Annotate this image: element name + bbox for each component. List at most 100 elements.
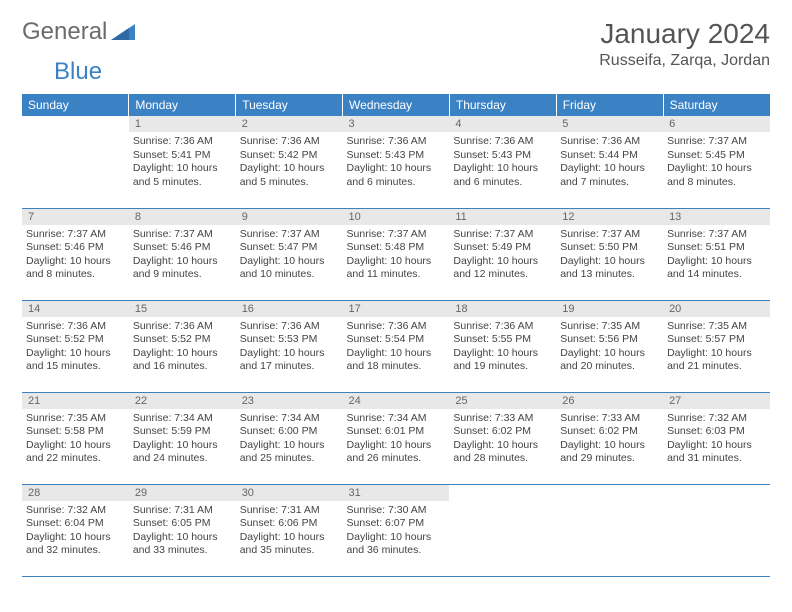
calendar-day-cell: 5Sunrise: 7:36 AMSunset: 5:44 PMDaylight… — [556, 116, 663, 208]
day-content: Sunrise: 7:37 AMSunset: 5:46 PMDaylight:… — [129, 225, 236, 286]
day-number: 26 — [556, 393, 663, 409]
calendar-day-cell: 16Sunrise: 7:36 AMSunset: 5:53 PMDayligh… — [236, 300, 343, 392]
weekday-header: Sunday — [22, 94, 129, 116]
calendar-week-row: 14Sunrise: 7:36 AMSunset: 5:52 PMDayligh… — [22, 300, 770, 392]
day-number: 5 — [556, 116, 663, 132]
calendar-day-cell: 20Sunrise: 7:35 AMSunset: 5:57 PMDayligh… — [663, 300, 770, 392]
month-title: January 2024 — [599, 18, 770, 50]
day-number: 19 — [556, 301, 663, 317]
day-content: Sunrise: 7:36 AMSunset: 5:54 PMDaylight:… — [343, 317, 450, 378]
logo-triangle-icon — [111, 22, 137, 42]
day-number: 14 — [22, 301, 129, 317]
calendar-day-cell: 22Sunrise: 7:34 AMSunset: 5:59 PMDayligh… — [129, 392, 236, 484]
calendar-day-cell — [556, 484, 663, 576]
calendar-day-cell: 13Sunrise: 7:37 AMSunset: 5:51 PMDayligh… — [663, 208, 770, 300]
day-number: 15 — [129, 301, 236, 317]
day-content: Sunrise: 7:33 AMSunset: 6:02 PMDaylight:… — [556, 409, 663, 470]
calendar-day-cell: 7Sunrise: 7:37 AMSunset: 5:46 PMDaylight… — [22, 208, 129, 300]
day-number: 3 — [343, 116, 450, 132]
calendar-day-cell: 1Sunrise: 7:36 AMSunset: 5:41 PMDaylight… — [129, 116, 236, 208]
calendar-body: 1Sunrise: 7:36 AMSunset: 5:41 PMDaylight… — [22, 116, 770, 576]
day-number: 11 — [449, 209, 556, 225]
calendar-day-cell: 12Sunrise: 7:37 AMSunset: 5:50 PMDayligh… — [556, 208, 663, 300]
calendar-day-cell: 4Sunrise: 7:36 AMSunset: 5:43 PMDaylight… — [449, 116, 556, 208]
day-number: 25 — [449, 393, 556, 409]
weekday-header: Friday — [556, 94, 663, 116]
calendar-week-row: 7Sunrise: 7:37 AMSunset: 5:46 PMDaylight… — [22, 208, 770, 300]
calendar-day-cell: 15Sunrise: 7:36 AMSunset: 5:52 PMDayligh… — [129, 300, 236, 392]
day-number: 23 — [236, 393, 343, 409]
calendar-day-cell: 30Sunrise: 7:31 AMSunset: 6:06 PMDayligh… — [236, 484, 343, 576]
day-content: Sunrise: 7:36 AMSunset: 5:41 PMDaylight:… — [129, 132, 236, 193]
calendar-day-cell — [449, 484, 556, 576]
day-number: 16 — [236, 301, 343, 317]
day-number: 7 — [22, 209, 129, 225]
calendar-table: SundayMondayTuesdayWednesdayThursdayFrid… — [22, 94, 770, 577]
day-number: 27 — [663, 393, 770, 409]
day-number: 2 — [236, 116, 343, 132]
calendar-day-cell: 2Sunrise: 7:36 AMSunset: 5:42 PMDaylight… — [236, 116, 343, 208]
day-content: Sunrise: 7:37 AMSunset: 5:50 PMDaylight:… — [556, 225, 663, 286]
day-content: Sunrise: 7:33 AMSunset: 6:02 PMDaylight:… — [449, 409, 556, 470]
day-content: Sunrise: 7:36 AMSunset: 5:42 PMDaylight:… — [236, 132, 343, 193]
day-number: 12 — [556, 209, 663, 225]
day-number: 8 — [129, 209, 236, 225]
weekday-header: Thursday — [449, 94, 556, 116]
day-number: 29 — [129, 485, 236, 501]
day-number: 9 — [236, 209, 343, 225]
day-number: 13 — [663, 209, 770, 225]
calendar-day-cell: 27Sunrise: 7:32 AMSunset: 6:03 PMDayligh… — [663, 392, 770, 484]
day-number: 28 — [22, 485, 129, 501]
day-content: Sunrise: 7:36 AMSunset: 5:55 PMDaylight:… — [449, 317, 556, 378]
day-content: Sunrise: 7:37 AMSunset: 5:47 PMDaylight:… — [236, 225, 343, 286]
calendar-day-cell — [22, 116, 129, 208]
calendar-week-row: 28Sunrise: 7:32 AMSunset: 6:04 PMDayligh… — [22, 484, 770, 576]
day-content: Sunrise: 7:36 AMSunset: 5:52 PMDaylight:… — [22, 317, 129, 378]
calendar-day-cell: 29Sunrise: 7:31 AMSunset: 6:05 PMDayligh… — [129, 484, 236, 576]
day-content: Sunrise: 7:36 AMSunset: 5:43 PMDaylight:… — [449, 132, 556, 193]
day-content: Sunrise: 7:37 AMSunset: 5:45 PMDaylight:… — [663, 132, 770, 193]
logo: General — [22, 18, 137, 46]
calendar-day-cell: 26Sunrise: 7:33 AMSunset: 6:02 PMDayligh… — [556, 392, 663, 484]
weekday-header-row: SundayMondayTuesdayWednesdayThursdayFrid… — [22, 94, 770, 116]
day-content: Sunrise: 7:36 AMSunset: 5:52 PMDaylight:… — [129, 317, 236, 378]
calendar-day-cell: 14Sunrise: 7:36 AMSunset: 5:52 PMDayligh… — [22, 300, 129, 392]
day-content: Sunrise: 7:34 AMSunset: 5:59 PMDaylight:… — [129, 409, 236, 470]
day-number: 22 — [129, 393, 236, 409]
day-content: Sunrise: 7:34 AMSunset: 6:00 PMDaylight:… — [236, 409, 343, 470]
day-content: Sunrise: 7:31 AMSunset: 6:05 PMDaylight:… — [129, 501, 236, 562]
calendar-day-cell: 19Sunrise: 7:35 AMSunset: 5:56 PMDayligh… — [556, 300, 663, 392]
calendar-day-cell: 6Sunrise: 7:37 AMSunset: 5:45 PMDaylight… — [663, 116, 770, 208]
calendar-day-cell — [663, 484, 770, 576]
calendar-week-row: 1Sunrise: 7:36 AMSunset: 5:41 PMDaylight… — [22, 116, 770, 208]
day-number: 4 — [449, 116, 556, 132]
day-number: 10 — [343, 209, 450, 225]
calendar-day-cell: 18Sunrise: 7:36 AMSunset: 5:55 PMDayligh… — [449, 300, 556, 392]
calendar-day-cell: 9Sunrise: 7:37 AMSunset: 5:47 PMDaylight… — [236, 208, 343, 300]
day-content: Sunrise: 7:37 AMSunset: 5:46 PMDaylight:… — [22, 225, 129, 286]
day-number: 21 — [22, 393, 129, 409]
weekday-header: Monday — [129, 94, 236, 116]
calendar-day-cell: 10Sunrise: 7:37 AMSunset: 5:48 PMDayligh… — [343, 208, 450, 300]
calendar-day-cell: 24Sunrise: 7:34 AMSunset: 6:01 PMDayligh… — [343, 392, 450, 484]
calendar-day-cell: 28Sunrise: 7:32 AMSunset: 6:04 PMDayligh… — [22, 484, 129, 576]
day-number: 1 — [129, 116, 236, 132]
calendar-day-cell: 31Sunrise: 7:30 AMSunset: 6:07 PMDayligh… — [343, 484, 450, 576]
weekday-header: Wednesday — [343, 94, 450, 116]
day-content: Sunrise: 7:36 AMSunset: 5:43 PMDaylight:… — [343, 132, 450, 193]
calendar-week-row: 21Sunrise: 7:35 AMSunset: 5:58 PMDayligh… — [22, 392, 770, 484]
day-number: 18 — [449, 301, 556, 317]
day-content: Sunrise: 7:36 AMSunset: 5:44 PMDaylight:… — [556, 132, 663, 193]
day-content: Sunrise: 7:34 AMSunset: 6:01 PMDaylight:… — [343, 409, 450, 470]
calendar-day-cell: 8Sunrise: 7:37 AMSunset: 5:46 PMDaylight… — [129, 208, 236, 300]
day-number: 31 — [343, 485, 450, 501]
day-content: Sunrise: 7:30 AMSunset: 6:07 PMDaylight:… — [343, 501, 450, 562]
calendar-day-cell: 11Sunrise: 7:37 AMSunset: 5:49 PMDayligh… — [449, 208, 556, 300]
logo-text-1: General — [22, 18, 107, 46]
day-number: 17 — [343, 301, 450, 317]
weekday-header: Saturday — [663, 94, 770, 116]
day-content: Sunrise: 7:37 AMSunset: 5:51 PMDaylight:… — [663, 225, 770, 286]
day-content: Sunrise: 7:31 AMSunset: 6:06 PMDaylight:… — [236, 501, 343, 562]
calendar-day-cell: 23Sunrise: 7:34 AMSunset: 6:00 PMDayligh… — [236, 392, 343, 484]
day-number: 20 — [663, 301, 770, 317]
